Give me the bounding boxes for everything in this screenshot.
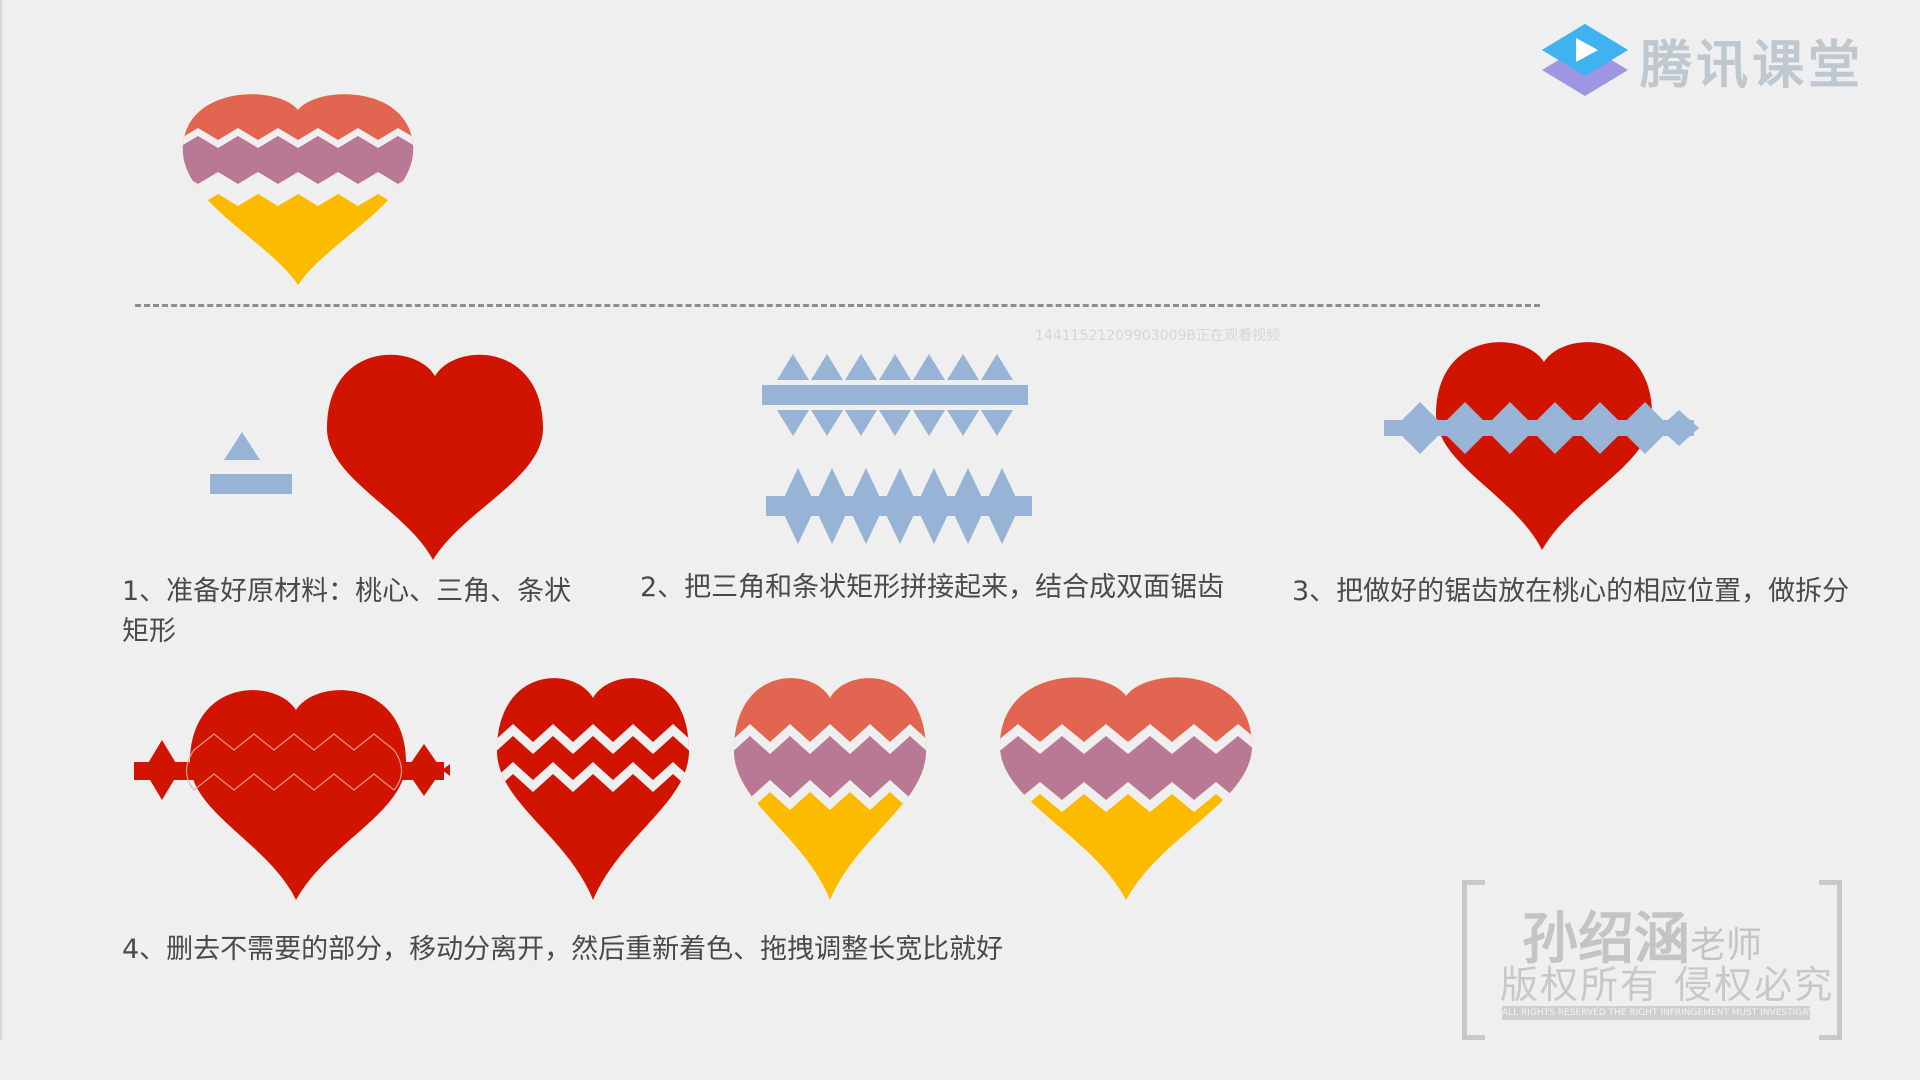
stamp-teacher-name: 孙绍涵: [1522, 907, 1690, 972]
small-bar: [210, 474, 292, 494]
saw-strip-double: [766, 468, 1032, 544]
stamp-bracket-right: [1819, 880, 1842, 1040]
heart-split-outline: [134, 690, 450, 900]
caption-step-4: 4、删去不需要的部分，移动分离开，然后重新着色、拖拽调整长宽比就好: [122, 934, 1004, 965]
final-heart-top: [182, 94, 414, 285]
caption-step-1: 1、准备好原材料：桃心、三角、条状矩形: [122, 576, 572, 647]
stamp-rights-small: ALL RIGHTS RESERVED THE RIGHT INFRINGEME…: [1502, 1006, 1810, 1020]
caption-step-2: 2、把三角和条状矩形拼接起来，结合成双面锯齿: [640, 572, 1225, 603]
logo-text: 腾讯课堂: [1640, 35, 1865, 96]
heart-red-zigzag: [496, 678, 690, 900]
left-edge-shadow: [0, 0, 3, 1040]
play-icon: [1542, 24, 1628, 96]
saw-strip-top: [762, 354, 1028, 436]
divider-dashed-line: [135, 304, 1540, 307]
heart-final-wide: [999, 677, 1253, 900]
red-heart-material: [326, 354, 544, 560]
stamp-rights-text: 版权所有 侵权必究: [1500, 963, 1835, 1007]
stamp-bracket-left: [1462, 880, 1485, 1040]
viewer-id-watermark: 14411521209903009B正在观看视频: [1035, 328, 1281, 344]
stamp-teacher-role: 老师: [1690, 925, 1763, 966]
tencent-classroom-logo: 腾讯课堂: [1540, 20, 1864, 100]
caption-step-3: 3、把做好的锯齿放在桃心的相应位置，做拆分: [1292, 576, 1850, 607]
copyright-stamp: 孙绍涵 老师 版权所有 侵权必究 ALL RIGHTS RESERVED THE…: [1462, 880, 1842, 1040]
heart-recolored-narrow: [733, 678, 927, 900]
small-triangle: [224, 432, 260, 460]
heart-with-saw: [1384, 342, 1699, 550]
